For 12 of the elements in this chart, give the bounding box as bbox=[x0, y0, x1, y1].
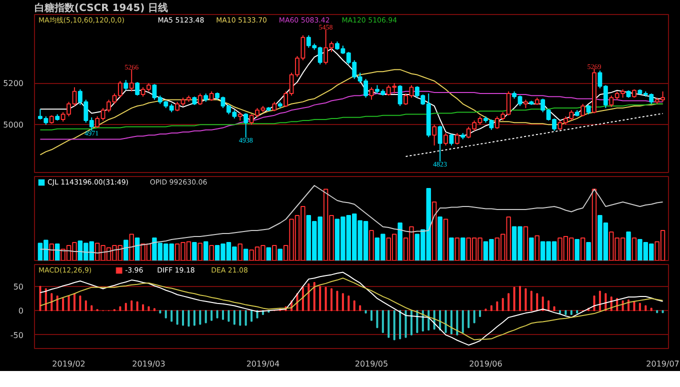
x-tick-label: 2019/05 bbox=[354, 360, 388, 368]
y-tick-label: 0 bbox=[18, 306, 24, 316]
x-tick-label: 2019/02 bbox=[52, 360, 86, 368]
y-tick-label: 50 bbox=[13, 282, 24, 292]
x-tick-label: 2019/03 bbox=[132, 360, 166, 368]
x-tick-label: 2019/06 bbox=[469, 360, 502, 368]
x-tick-label: 2019/04 bbox=[246, 360, 280, 368]
x-tick-label: 2019/07 bbox=[646, 360, 680, 368]
y-tick-label: 5000 bbox=[3, 120, 24, 130]
y-tick-label: -50 bbox=[10, 330, 24, 340]
chart-title: 白糖指数(CSCR 1945) 日线 bbox=[34, 2, 168, 14]
y-tick-label: 5200 bbox=[3, 79, 24, 88]
